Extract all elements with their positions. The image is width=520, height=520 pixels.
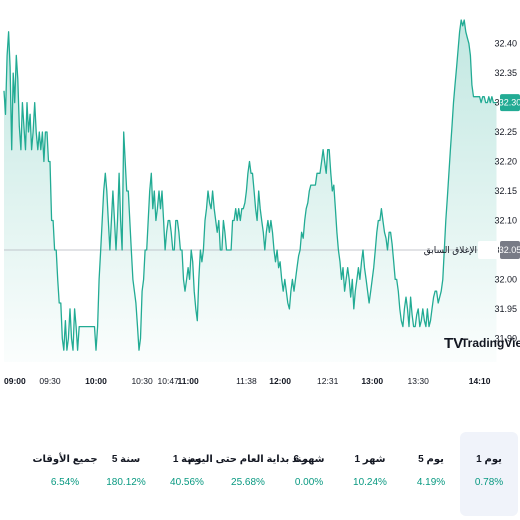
x-tick-label: 12:31	[317, 376, 339, 386]
y-tick-label: 32.35	[494, 68, 517, 78]
x-tick-label: 11:38	[236, 376, 257, 386]
performance-tab[interactable]: 5 سنة 180.12%	[97, 432, 155, 516]
price-line-layer	[3, 19, 497, 351]
price-chart[interactable]: 32.40 32.35 32.30 32.25 32.20 32.15 32.10 32.05…	[0, 0, 520, 390]
y-tick-label: 31.90	[494, 333, 517, 343]
performance-tab[interactable]: 1 شهر 10.24%	[341, 432, 399, 516]
performance-change-value: 40.56%	[170, 477, 204, 488]
price-line	[3, 19, 497, 351]
y-tick-label: 32.00	[494, 274, 517, 284]
performance-period-label: 1 يوم	[476, 454, 502, 465]
performance-period-label: 1 سنة	[172, 454, 202, 465]
y-tick-label: 32.10	[494, 216, 517, 226]
price-area-layer	[4, 20, 497, 362]
y-tick-label: 32.15	[494, 186, 517, 196]
performance-tab[interactable]: 1 يوم 0.78%	[460, 432, 518, 516]
x-tick-label: 12:00	[269, 376, 291, 386]
performance-period-label: 5 يوم	[418, 454, 444, 465]
logo-mark-icon: TV	[444, 335, 463, 352]
tradingview-logo: TV TradingView	[444, 335, 520, 352]
previous-close-badge: الإغلاق السابق 32.05	[424, 241, 520, 259]
performance-tab[interactable]: جميع الأوقات 6.54%	[32, 432, 97, 516]
previous-close-label: الإغلاق السابق	[424, 245, 477, 256]
y-tick-label: 31.95	[494, 304, 517, 314]
last-price-badge: 32.30	[499, 94, 520, 112]
performance-change-value: 0.00%	[294, 477, 324, 488]
performance-tab[interactable]: 5 يوم 4.19%	[402, 432, 460, 516]
performance-tab[interactable]: منذ بداية العام حتى اليوم 25.68%	[188, 432, 308, 516]
y-tick-label: 32.40	[494, 39, 517, 49]
performance-tabs: 1 يوم 0.78% 5 يوم 4.19% 1 شهر 10.24% 6 شهر 0.00…	[0, 432, 520, 516]
y-tick-label: 32.25	[494, 127, 517, 137]
last-price-value: 32.30	[499, 98, 520, 108]
performance-change-value: 4.19%	[416, 477, 446, 488]
y-axis: 32.40 32.35 32.30 32.25 32.20 32.15 32.10 32.05…	[494, 39, 517, 344]
performance-period-label: منذ بداية العام حتى اليوم	[187, 454, 309, 465]
performance-tab[interactable]: 1 سنة 40.56%	[158, 432, 216, 516]
performance-period-label: 6 شهر	[293, 454, 325, 465]
x-tick-label: 09:30	[39, 376, 61, 386]
logo-text: TradingView	[461, 336, 520, 350]
x-tick-label: 14:10	[469, 376, 491, 386]
x-tick-label: 11:00	[177, 376, 199, 386]
performance-change-value: 6.54%	[50, 477, 80, 488]
x-tick-label: 13:30	[408, 376, 430, 386]
x-tick-label: 13:00	[361, 376, 383, 386]
performance-period-label: 5 سنة	[111, 454, 141, 465]
x-tick-label: 10:00	[85, 376, 107, 386]
performance-change-value: 180.12%	[106, 477, 146, 488]
performance-period-label: جميع الأوقات	[32, 454, 98, 465]
x-tick-label: 10:47	[158, 376, 180, 386]
performance-tab[interactable]: 6 شهر 0.00%	[280, 432, 338, 516]
x-tick-label: 09:00	[4, 376, 26, 386]
performance-change-value: 0.78%	[474, 477, 504, 488]
performance-period-label: 1 شهر	[354, 454, 386, 465]
performance-change-value: 10.24%	[353, 477, 387, 488]
performance-change-value: 25.68%	[231, 477, 265, 488]
y-tick-label: 32.20	[494, 157, 517, 167]
x-tick-label: 10:30	[131, 376, 153, 386]
previous-close-value: 32.05	[499, 245, 520, 255]
price-area	[4, 20, 497, 362]
